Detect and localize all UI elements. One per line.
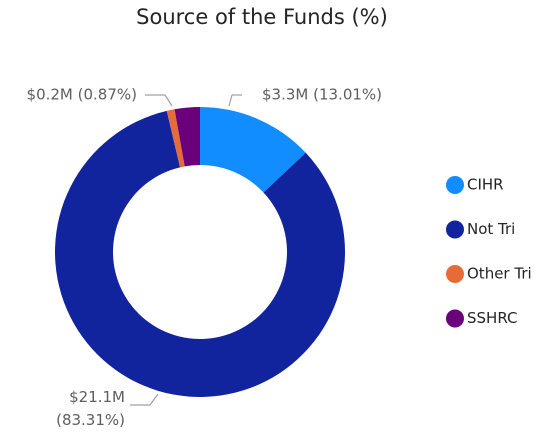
slice [200, 107, 306, 193]
legend-label: Not Tri [467, 220, 515, 238]
legend-label: SSHRC [467, 309, 517, 327]
slice [166, 109, 185, 168]
legend-marker [446, 265, 464, 283]
leader-line [228, 94, 233, 107]
legend-label: Other Tri [467, 265, 532, 283]
slice [174, 107, 200, 167]
leader-line [145, 94, 173, 107]
slice [55, 110, 346, 397]
chart-title: Source of the Funds (%) [136, 5, 388, 29]
data-label: $21.1M (83.31%) [56, 388, 125, 429]
donut [55, 107, 346, 397]
leader-line [130, 393, 159, 406]
data-label: $3.3M (13.01%) [262, 86, 382, 104]
legend-marker [446, 220, 464, 239]
legend-marker [446, 176, 464, 194]
legend-label: CIHR [467, 176, 504, 194]
data-label: $0.2M (0.87%) [27, 86, 137, 104]
legend-marker [446, 309, 464, 328]
